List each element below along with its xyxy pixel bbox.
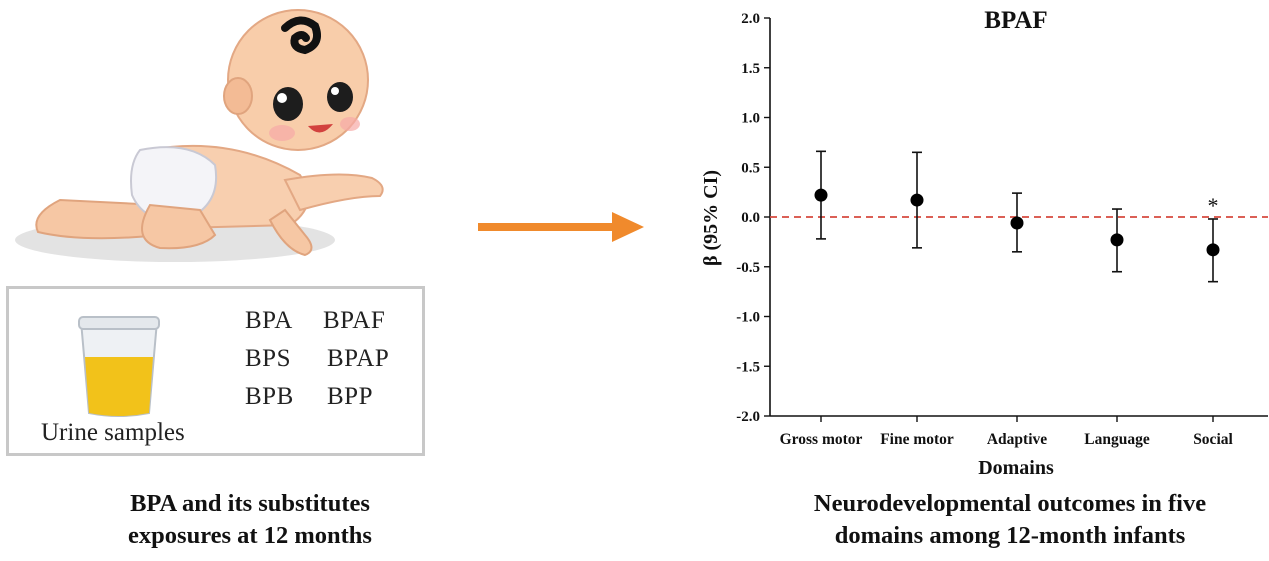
- data-point: [814, 188, 828, 202]
- x-tick-label: Adaptive: [987, 431, 1047, 448]
- y-tick-label: 0.0: [741, 210, 760, 226]
- baby-right-eye: [327, 82, 353, 112]
- y-tick-label: 0.5: [741, 160, 760, 176]
- baby-cheek: [340, 117, 360, 131]
- x-tick-label: Language: [1084, 431, 1150, 448]
- x-tick-label: Fine motor: [880, 431, 954, 448]
- baby-mouth: [308, 124, 333, 133]
- outcomes-caption-line2: domains among 12-month infants: [834, 522, 1186, 549]
- y-tick-label: -2.0: [736, 409, 760, 425]
- compound-list: BPA BPAF BPS BPAP BPB BPP: [245, 307, 415, 423]
- baby-back-leg: [35, 198, 162, 240]
- exposure-caption-line1: BPA and its substitutes: [130, 490, 370, 517]
- baby-hand: [268, 208, 313, 257]
- compound-bpa: BPA: [245, 307, 293, 334]
- exposure-caption: BPA and its substitutes exposures at 12 …: [60, 488, 440, 552]
- y-tick-label: 1.5: [741, 61, 760, 77]
- exposure-caption-line2: exposures at 12 months: [128, 522, 372, 549]
- crawling-baby-illustration: [15, 9, 384, 262]
- plot-area: 2.0 1.5 1.0 0.5 0.0 -0.5 -1.0 -1.5 -2.0 Gross mot…: [736, 11, 1268, 448]
- compound-bpaf: BPAF: [323, 307, 386, 334]
- bpaf-effect-chart: BPAF β (95% CI) Domains 2.0 1.5 1.0 0.5 0.0 -…: [700, 7, 1268, 479]
- urine-cup-icon: [78, 316, 160, 417]
- right-arrow-icon: [478, 212, 644, 242]
- urine-samples-label: Urine samples: [41, 419, 185, 446]
- y-axis-title: β (95% CI): [700, 170, 722, 266]
- x-tick-label: Social: [1193, 431, 1233, 448]
- compound-bps: BPS: [245, 345, 291, 372]
- significance-marker: *: [1208, 193, 1219, 218]
- data-point: [910, 193, 924, 207]
- y-tick-label: -1.0: [736, 310, 760, 326]
- x-tick-label: Gross motor: [780, 431, 863, 448]
- baby-cheek: [269, 125, 295, 141]
- hair-curl: [281, 16, 321, 55]
- baby-front-leg: [141, 203, 217, 250]
- baby-left-eye: [273, 87, 303, 121]
- y-tick-label: 1.0: [741, 111, 760, 127]
- urine-sample-box: Urine samples BPA BPAF BPS BPAP BPB BPP: [6, 286, 425, 456]
- baby-head: [227, 9, 369, 151]
- baby-arm: [283, 173, 384, 212]
- y-tick-label: 2.0: [741, 11, 760, 27]
- y-tick-label: -1.5: [736, 359, 760, 375]
- outcomes-caption: Neurodevelopmental outcomes in five doma…: [760, 488, 1260, 552]
- chart-title: BPAF: [984, 7, 1047, 34]
- compound-bpap: BPAP: [327, 345, 390, 372]
- compound-bpb: BPB: [245, 383, 294, 410]
- data-point: [1010, 216, 1024, 230]
- eye-highlight: [331, 87, 339, 95]
- data-point: [1110, 233, 1124, 247]
- x-axis-title: Domains: [978, 457, 1054, 479]
- y-tick-label: -0.5: [736, 260, 760, 276]
- data-point: [1206, 243, 1220, 257]
- outcomes-caption-line1: Neurodevelopmental outcomes in five: [813, 490, 1207, 517]
- baby-ear: [223, 77, 253, 115]
- compound-bpp: BPP: [327, 383, 373, 410]
- eye-highlight: [277, 93, 287, 103]
